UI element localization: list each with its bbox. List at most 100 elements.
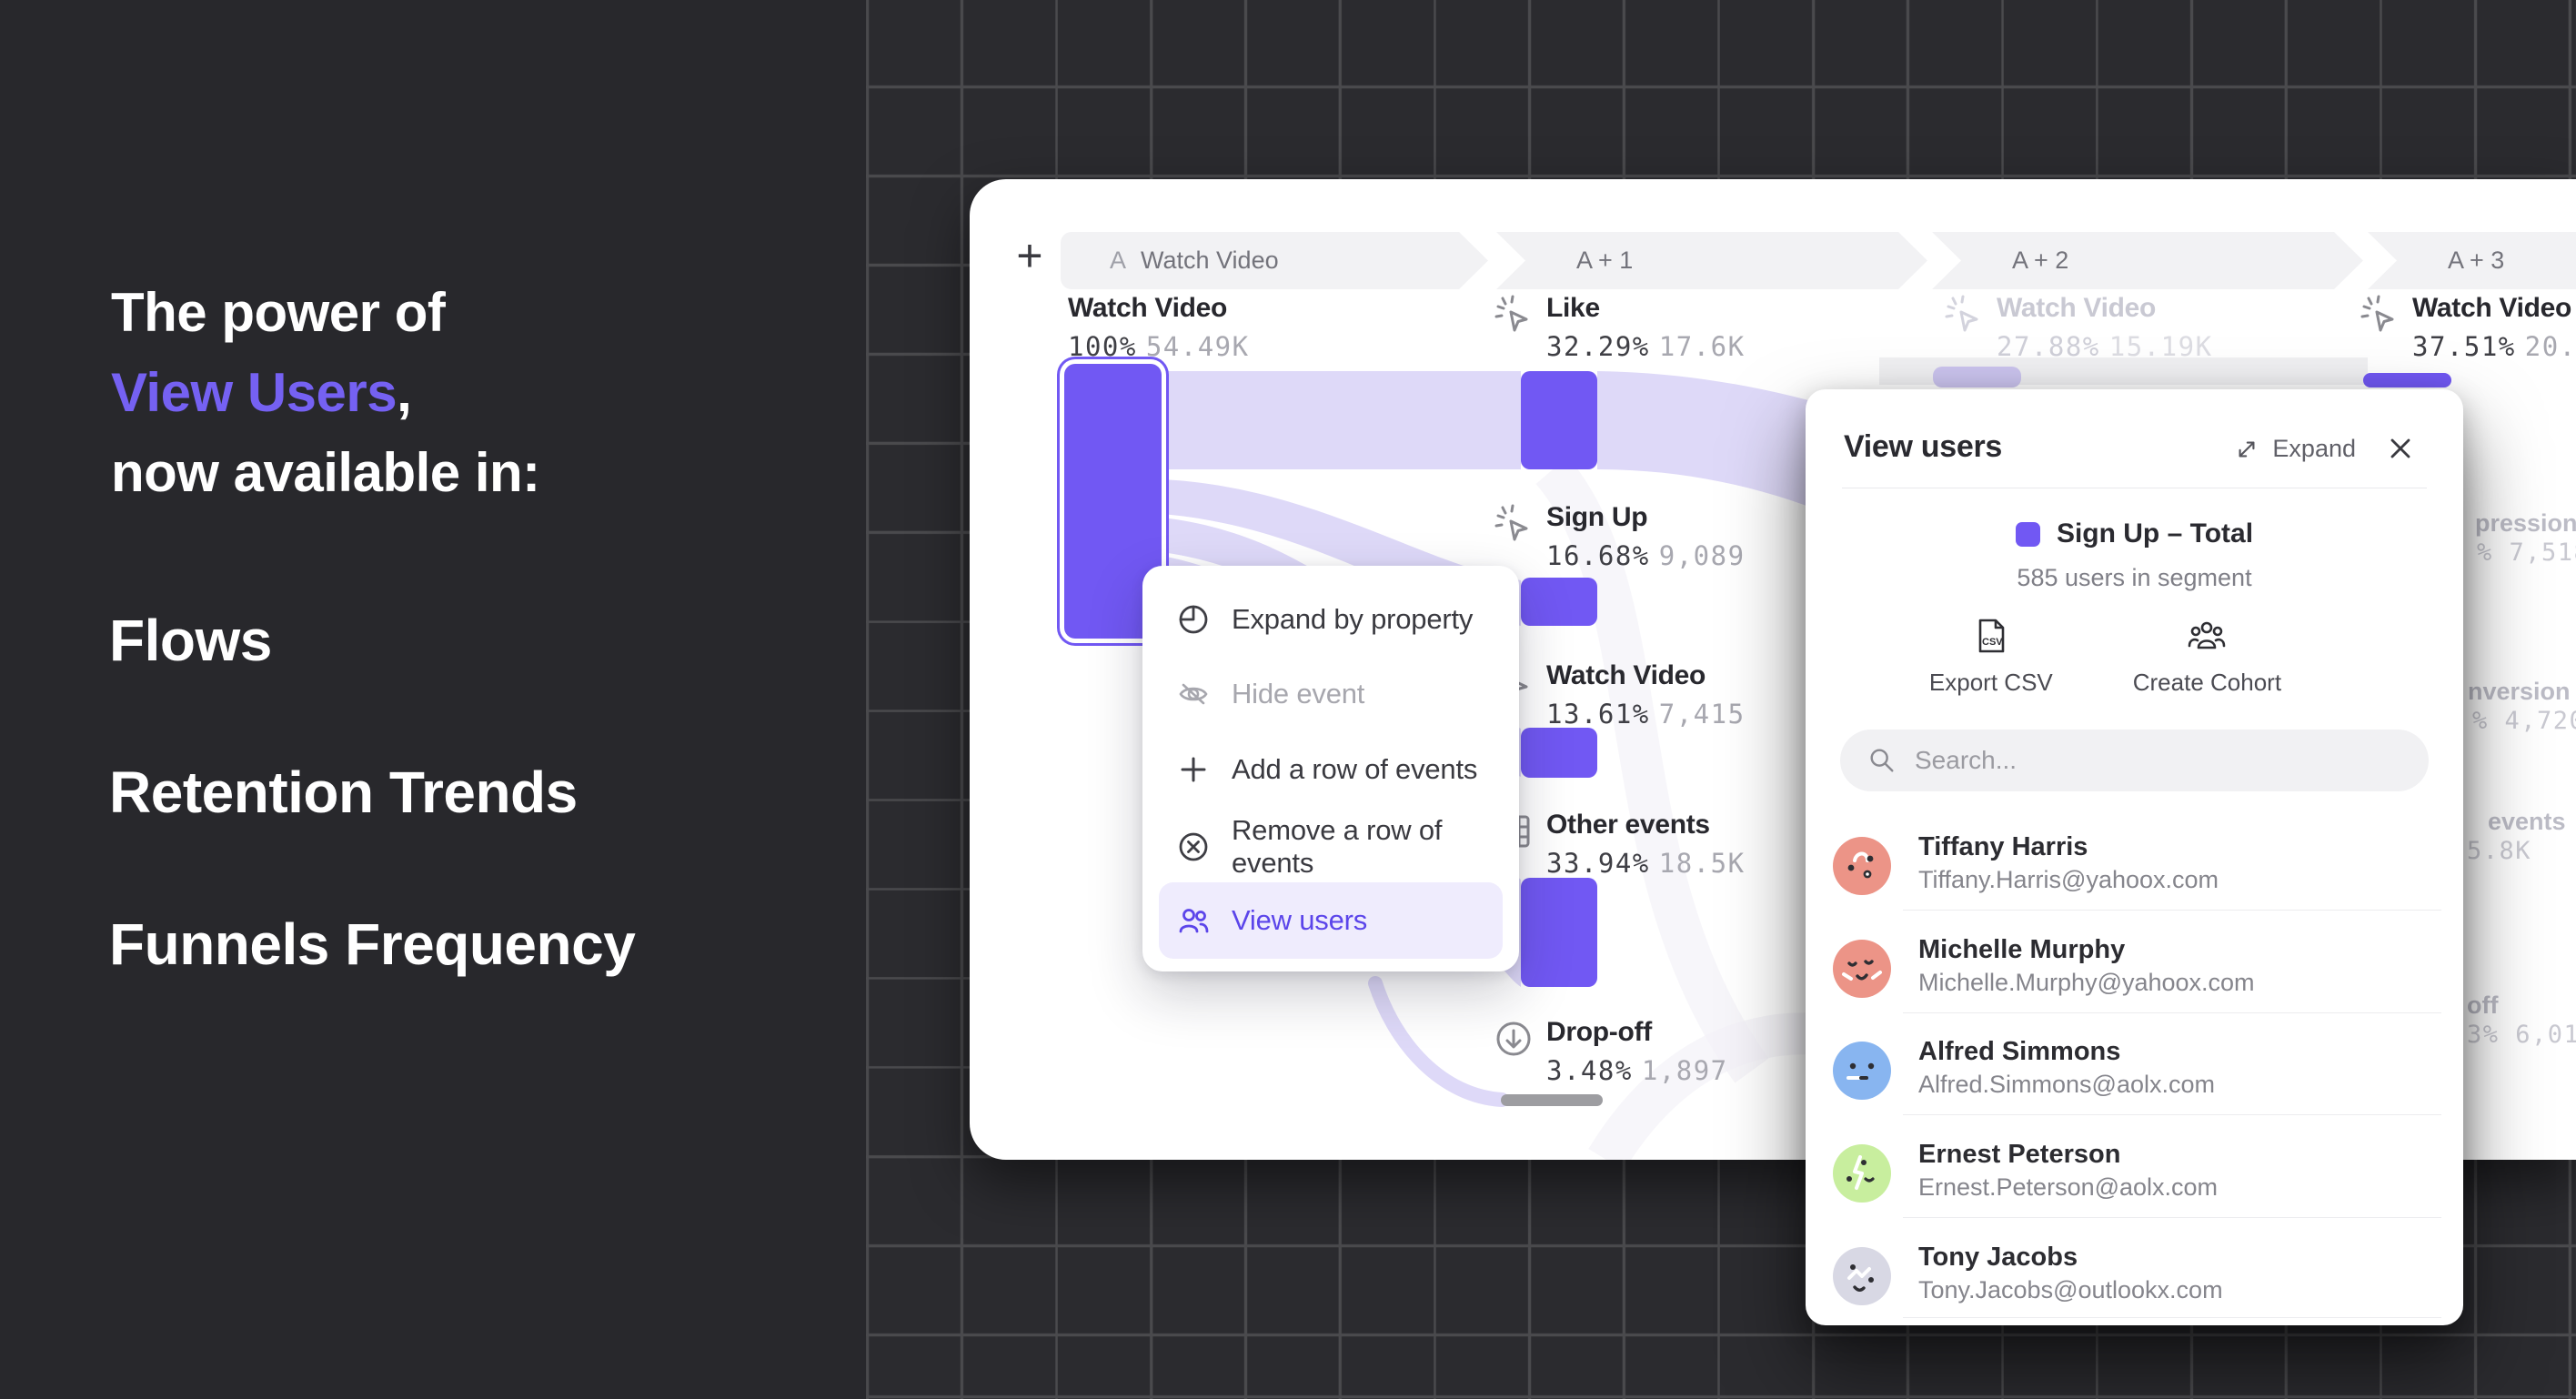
create-cohort-button[interactable]: Create Cohort [2133,609,2281,697]
event-name: Watch Video [1546,660,1706,690]
row-divider [1903,1114,2441,1116]
user-email: Alfred.Simmons@aolx.com [1918,1071,2216,1099]
avatar [1833,837,1891,895]
event-count: 1,897 [1641,1055,1728,1086]
event-label-watch-video[interactable]: Watch Video 100% 54.49K [1068,293,1250,362]
menu-item-add-a-row-of-events[interactable]: Add a row of events [1159,738,1503,801]
search-input[interactable] [1915,746,2388,775]
row-divider [1903,1217,2441,1219]
event-name: Watch Video [1997,293,2157,323]
user-row-ernest-peterson[interactable]: Ernest Peterson Ernest.Peterson@aolx.com [1833,1116,2441,1219]
event-label-other-events[interactable]: Other events 33.94% 18.5K [1497,810,1746,879]
menu-item-hide-event[interactable]: Hide event [1159,662,1503,726]
menu-item-label: Hide event [1232,678,1365,710]
event-label-sign-up[interactable]: Sign Up 16.68% 9,089 [1494,502,1746,571]
user-email: Tony.Jacobs@outlookx.com [1918,1275,2223,1303]
close-icon[interactable] [2385,433,2416,464]
avatar [1833,1144,1891,1203]
add-step-button[interactable]: + [1016,230,1043,281]
funnel-bar-4[interactable] [1521,728,1597,778]
segment-legend: Sign Up – Total [1806,518,2463,549]
row-divider [1903,910,2441,911]
cutoff-fragment: 5.8K [2467,837,2532,865]
funnel-bar-6[interactable] [1933,367,2021,387]
event-count: 7,415 [1658,699,1746,730]
user-email: Tiffany.Harris@yahoox.com [1918,866,2219,893]
row-divider [1903,1316,2441,1318]
event-count: 15.19K [2108,331,2213,362]
event-name: Watch Video [2412,293,2572,323]
user-row-tony-jacobs[interactable]: Tony Jacobs Tony.Jacobs@outlookx.com [1833,1219,2441,1318]
step-pill-prefix: A [1110,247,1127,274]
step-pill-3[interactable]: A + 2 [1932,232,2363,289]
user-name: Alfred Simmons [1918,1037,2121,1067]
view-users-modal: View users Expand Sign Up – Total 585 us… [1806,389,2463,1325]
menu-item-label: View users [1232,904,1368,936]
cohort-icon [2188,617,2226,661]
event-count: 9,089 [1658,540,1746,571]
event-label-watch-video[interactable]: Watch Video 13.61% 7,415 [1494,660,1746,730]
arrow-down-circle-icon [1494,1019,1534,1059]
cursor-click-icon [1494,295,1534,335]
event-name: Drop-off [1546,1017,1652,1047]
menu-item-expand-by-property[interactable]: Expand by property [1159,588,1503,651]
cutoff-fragment: % 4,720 [2472,707,2576,735]
user-name: Tony Jacobs [1918,1242,2078,1272]
export-csv-button[interactable]: CSV Export CSV [1929,609,2053,697]
avatar [1833,939,1891,998]
cursor-click-icon [1944,295,1984,335]
step-pill-4[interactable]: A + 3 [2368,232,2576,289]
search-box [1840,730,2429,791]
hero-line-2: View Users [111,362,397,423]
users-icon [1177,904,1210,937]
event-label-drop-off[interactable]: Drop-off 3.48% 1,897 [1496,1017,1728,1086]
event-label-watch-video[interactable]: Watch Video 37.51% 20.44K [2360,293,2576,362]
user-row-tiffany-harris[interactable]: Tiffany Harris Tiffany.Harris@yahoox.com [1833,809,2441,911]
hero-feature-list: Flows Retention Trends Funnels Frequency [109,604,636,1060]
action-label: Create Cohort [2132,669,2282,696]
step-pill-label: A + 3 [2448,247,2505,274]
funnel-bar-5[interactable] [1521,878,1597,987]
step-pill-label: Watch Video [1141,247,1279,274]
user-name: Ernest Peterson [1918,1140,2121,1170]
event-percent: 37.51% [2412,331,2516,362]
avatar [1833,1042,1891,1101]
cutoff-fragment: off [2467,991,2499,1019]
hero-line-2-comma: , [397,362,412,423]
scroll-indicator[interactable] [1501,1094,1603,1106]
event-label-watch-video[interactable]: Watch Video 27.88% 15.19K [1945,293,2213,362]
event-label-like[interactable]: Like 32.29% 17.6K [1494,293,1746,362]
expand-button[interactable]: Expand [2234,435,2356,463]
funnel-bar-3[interactable] [1521,578,1597,626]
modal-actions: CSV Export CSV Create Cohort [1776,609,2434,697]
svg-text:CSV: CSV [1982,637,2003,648]
user-email: Michelle.Murphy@yahoox.com [1918,968,2255,996]
event-percent: 3.48% [1546,1055,1633,1086]
menu-item-remove-a-row-of-events[interactable]: Remove a row of events [1159,814,1503,879]
event-count: 54.49K [1145,331,1250,362]
event-name: Watch Video [1068,293,1228,323]
user-row-michelle-murphy[interactable]: Michelle Murphy Michelle.Murphy@yahoox.co… [1833,911,2441,1013]
step-pill-2[interactable]: A + 1 [1496,232,1927,289]
funnel-bar-2[interactable] [1521,371,1597,469]
cutoff-fragment: nversion [2468,678,2571,705]
plus-icon [1177,753,1210,786]
user-name: Tiffany Harris [1918,832,2088,861]
event-count: 17.6K [1658,331,1746,362]
user-row-alfred-simmons[interactable]: Alfred Simmons Alfred.Simmons@aolx.com [1833,1013,2441,1116]
cutoff-fragment: pression [2475,509,2576,537]
event-percent: 100% [1068,331,1137,362]
cutoff-fragment: events [2488,808,2566,835]
step-pill-1[interactable]: A Watch Video [1061,232,1488,289]
event-count: 18.5K [1658,848,1746,879]
event-percent: 27.88% [1997,331,2100,362]
funnel-bar-7[interactable] [2363,373,2451,387]
event-count: 20.44K [2524,331,2576,362]
hero-feature-item: Retention Trends [109,760,578,825]
menu-item-view-users[interactable]: View users [1159,882,1503,959]
hero-line-3: now available in: [111,442,540,503]
expand-by-property-icon [1177,603,1210,636]
menu-item-label: Remove a row of events [1232,814,1443,879]
remove-circle-icon [1177,830,1210,863]
event-percent: 33.94% [1546,848,1650,879]
